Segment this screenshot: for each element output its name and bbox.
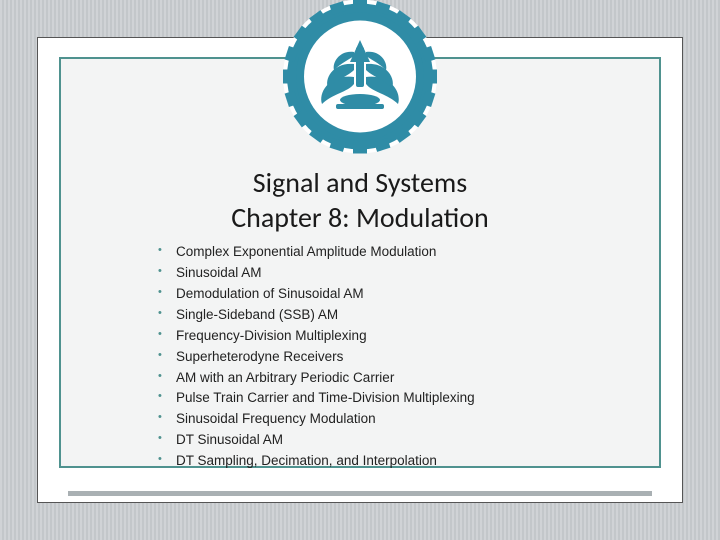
list-item: Sinusoidal AM (158, 263, 638, 284)
list-item: Demodulation of Sinusoidal AM (158, 284, 638, 305)
list-item: AM with an Arbitrary Periodic Carrier (158, 368, 638, 389)
list-item: Sinusoidal Frequency Modulation (158, 409, 638, 430)
list-item: Pulse Train Carrier and Time-Division Mu… (158, 388, 638, 409)
list-item: Complex Exponential Amplitude Modulation (158, 242, 638, 263)
university-seal-logo: دانشگاه صنعتی شریف (283, 0, 438, 159)
list-item: Superheterodyne Receivers (158, 347, 638, 368)
list-item: Single-Sideband (SSB) AM (158, 305, 638, 326)
title-line-1: Signal and Systems (0, 165, 720, 200)
bottom-accent-bar (68, 491, 652, 496)
list-item: DT Sinusoidal AM (158, 430, 638, 451)
list-item: DT Sampling, Decimation, and Interpolati… (158, 451, 638, 472)
topics-list: Complex Exponential Amplitude Modulation… (158, 242, 638, 472)
list-item: Frequency-Division Multiplexing (158, 326, 638, 347)
title-line-2: Chapter 8: Modulation (0, 200, 720, 235)
slide-title: Signal and Systems Chapter 8: Modulation (0, 165, 720, 235)
